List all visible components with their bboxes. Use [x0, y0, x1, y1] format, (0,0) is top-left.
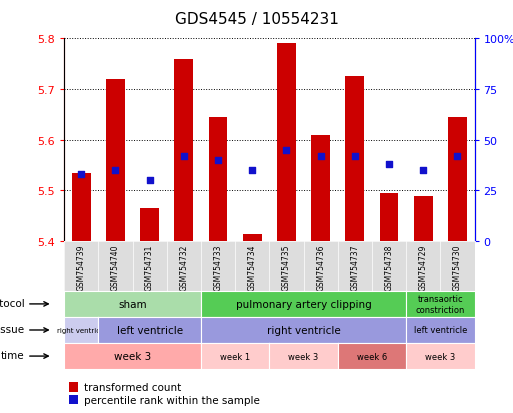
Text: GSM754739: GSM754739	[77, 244, 86, 290]
Bar	[209, 118, 227, 242]
Point	[385, 161, 393, 168]
Bar	[414, 196, 432, 242]
Point	[453, 153, 462, 160]
Point	[317, 153, 325, 160]
Bar	[345, 77, 364, 242]
Bar	[311, 135, 330, 242]
Text: time: time	[1, 350, 24, 360]
Text: right ventricle: right ventricle	[56, 327, 106, 333]
Point	[282, 147, 290, 154]
Bar	[140, 209, 159, 242]
Text: GSM754733: GSM754733	[213, 244, 223, 290]
Text: sham: sham	[118, 299, 147, 309]
Point	[351, 153, 359, 160]
Point	[180, 153, 188, 160]
Text: week 3: week 3	[288, 352, 319, 361]
Text: tissue: tissue	[0, 324, 24, 334]
Text: GDS4545 / 10554231: GDS4545 / 10554231	[174, 12, 339, 27]
Text: GSM754736: GSM754736	[316, 244, 325, 290]
Text: GSM754735: GSM754735	[282, 244, 291, 290]
Bar	[174, 59, 193, 242]
Text: GSM754729: GSM754729	[419, 244, 428, 290]
Text: week 3: week 3	[114, 351, 151, 361]
Bar	[106, 80, 125, 242]
Text: left ventricle: left ventricle	[116, 325, 183, 335]
Text: GSM754731: GSM754731	[145, 244, 154, 290]
Point	[111, 168, 120, 174]
Point	[77, 171, 85, 178]
Bar	[448, 118, 467, 242]
Bar	[380, 194, 399, 242]
Text: left ventricle: left ventricle	[413, 326, 467, 335]
Point	[146, 178, 154, 184]
Text: week 6: week 6	[357, 352, 387, 361]
Point	[214, 157, 222, 164]
Text: protocol: protocol	[0, 298, 24, 308]
Text: right ventricle: right ventricle	[267, 325, 341, 335]
Text: GSM754738: GSM754738	[385, 244, 393, 290]
Text: GSM754734: GSM754734	[248, 244, 256, 290]
Text: week 3: week 3	[425, 352, 456, 361]
Text: transaortic
constriction: transaortic constriction	[416, 294, 465, 314]
Point	[248, 168, 256, 174]
Bar	[72, 173, 91, 242]
Text: GSM754732: GSM754732	[180, 244, 188, 290]
Text: transformed count: transformed count	[84, 382, 181, 392]
Text: week 1: week 1	[220, 352, 250, 361]
Text: GSM754737: GSM754737	[350, 244, 359, 290]
Text: percentile rank within the sample: percentile rank within the sample	[84, 395, 260, 405]
Text: pulmonary artery clipping: pulmonary artery clipping	[235, 299, 371, 309]
Text: GSM754730: GSM754730	[453, 244, 462, 290]
Bar	[277, 44, 296, 242]
Point	[419, 168, 427, 174]
Bar	[243, 234, 262, 242]
Text: GSM754740: GSM754740	[111, 244, 120, 290]
